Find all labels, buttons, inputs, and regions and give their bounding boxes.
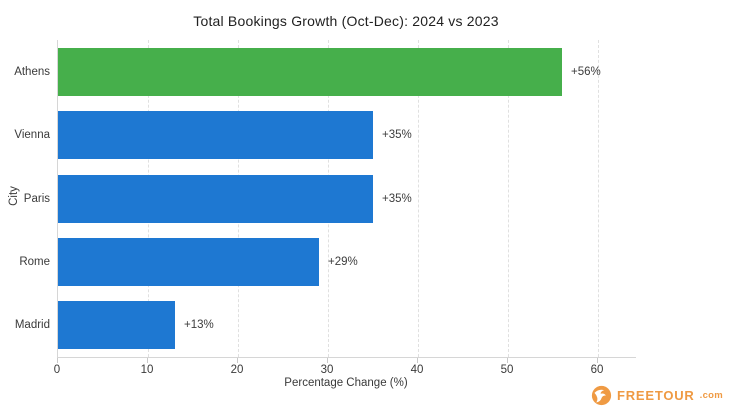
freetour-logo-icon xyxy=(591,385,612,406)
x-tick-label-50: 50 xyxy=(500,364,514,376)
bar-vienna xyxy=(58,111,373,160)
bar-athens xyxy=(58,47,562,96)
x-tick-mark-20 xyxy=(237,358,238,363)
category-label-madrid: Madrid xyxy=(14,319,50,332)
bar-rome xyxy=(58,237,319,286)
value-label-vienna: +35% xyxy=(382,129,412,142)
x-tick-label-30: 30 xyxy=(320,364,334,376)
bar-paris xyxy=(58,174,373,223)
chart-title: Total Bookings Growth (Oct-Dec): 2024 vs… xyxy=(193,13,499,29)
x-tick-label-60: 60 xyxy=(590,364,604,376)
gridline-50 xyxy=(508,40,509,357)
x-tick-mark-0 xyxy=(57,358,58,363)
freetour-logo: FREETOUR .com xyxy=(591,385,723,406)
gridline-40 xyxy=(418,40,419,357)
x-tick-mark-50 xyxy=(507,358,508,363)
x-axis-title: Percentage Change (%) xyxy=(284,377,408,389)
category-label-athens: Athens xyxy=(14,65,50,78)
category-label-rome: Rome xyxy=(19,255,50,268)
freetour-logo-text: FREETOUR xyxy=(616,388,695,403)
x-tick-mark-60 xyxy=(597,358,598,363)
y-axis-tick-labels: Athens Vienna Paris Rome Madrid xyxy=(0,40,50,357)
x-tick-mark-10 xyxy=(147,358,148,363)
category-label-paris: Paris xyxy=(23,192,50,205)
x-tick-label-40: 40 xyxy=(410,364,424,376)
category-label-vienna: Vienna xyxy=(14,129,50,142)
value-label-madrid: +13% xyxy=(184,319,214,332)
value-label-rome: +29% xyxy=(328,255,358,268)
x-tick-mark-40 xyxy=(417,358,418,363)
value-label-athens: +56% xyxy=(571,65,601,78)
plot-area: +56% +35% +35% +29% +13% xyxy=(57,40,636,358)
bar-madrid xyxy=(58,301,175,350)
gridline-60 xyxy=(598,40,599,357)
x-tick-label-20: 20 xyxy=(230,364,244,376)
x-tick-mark-30 xyxy=(327,358,328,363)
x-tick-label-10: 10 xyxy=(140,364,154,376)
value-label-paris: +35% xyxy=(382,192,412,205)
x-tick-label-0: 0 xyxy=(53,364,61,376)
freetour-logo-tld: .com xyxy=(699,390,723,401)
